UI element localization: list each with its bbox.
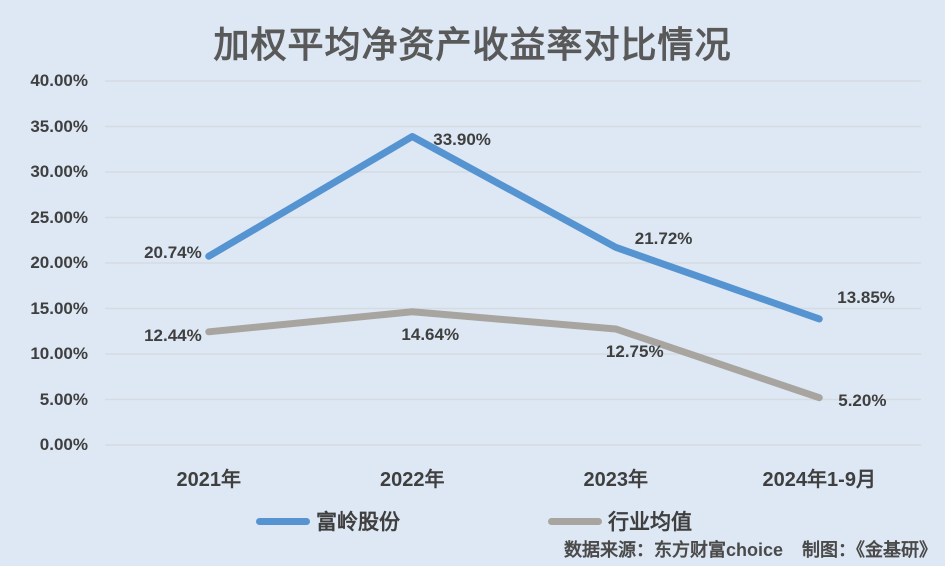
series2-line-swatch [548, 517, 602, 525]
data-source-text: 数据来源：东方财富choice [563, 540, 783, 560]
data-label: 12.44% [144, 325, 202, 345]
chart-footer: 数据来源：东方财富choice 制图：《金基研》 [564, 536, 937, 562]
data-label: 5.20% [838, 390, 887, 410]
y-axis-label: 0.00% [39, 435, 88, 454]
series-line-1 [205, 133, 823, 323]
legend-label-series1: 富岭股份 [316, 511, 400, 534]
y-axis-label: 25.00% [30, 207, 88, 227]
data-label: 33.90% [433, 129, 491, 149]
data-label: 14.64% [401, 324, 460, 344]
data-label: 21.72% [634, 229, 693, 249]
y-axis-label: 40.00% [30, 71, 88, 90]
x-axis-label: 2021年 [176, 469, 242, 491]
legend-item-series2: 行业均值 [548, 506, 692, 536]
data-label: 12.75% [605, 341, 664, 361]
legend: 富岭股份 行业均值 [0, 506, 945, 536]
x-axis-label: 2022年 [380, 469, 445, 491]
y-axis-label: 30.00% [30, 162, 88, 181]
credit-text: 制图：《金基研》 [802, 540, 937, 560]
x-axis-label: 2024年1-9月 [762, 469, 876, 491]
series1-line-swatch [256, 517, 310, 525]
data-label: 20.74% [144, 243, 202, 263]
chart-title: 加权平均净资产收益率对比情况 [213, 24, 732, 65]
y-axis-label: 10.00% [30, 344, 88, 363]
series-line-2 [205, 308, 823, 402]
legend-item-series1: 富岭股份 [256, 506, 400, 536]
y-axis-label: 15.00% [30, 298, 88, 318]
y-axis-label: 20.00% [30, 253, 88, 272]
y-axis-label: 35.00% [30, 116, 88, 136]
data-label: 13.85% [837, 287, 895, 307]
x-axis-label: 2023年 [583, 469, 649, 491]
y-axis-label: 5.00% [39, 389, 88, 409]
legend-label-series2: 行业均值 [608, 511, 692, 534]
